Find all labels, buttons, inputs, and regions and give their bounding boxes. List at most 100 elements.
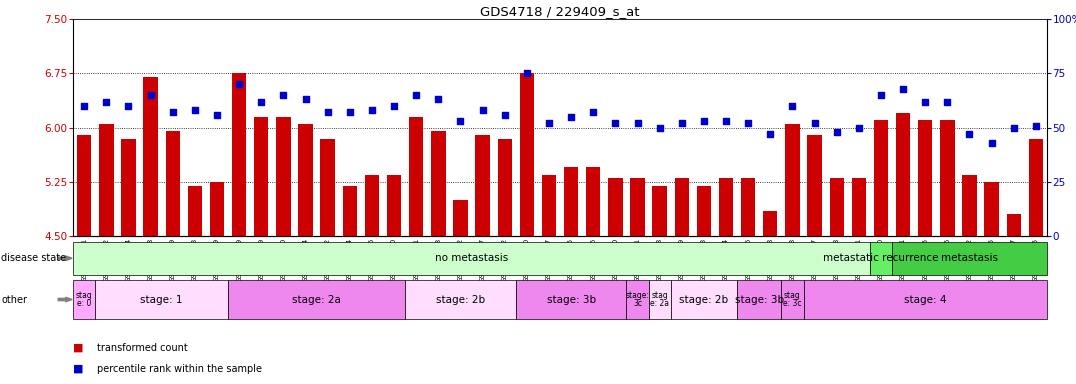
Text: transformed count: transformed count [97,343,187,353]
Text: stag
e: 2a: stag e: 2a [650,291,669,308]
Point [253,99,270,105]
Bar [476,135,490,236]
Bar [737,280,781,319]
Bar [626,280,649,319]
Point [718,118,735,124]
Bar [1006,215,1021,236]
Point [938,99,955,105]
Bar [277,117,291,236]
Bar [631,178,645,236]
Bar [781,280,804,319]
Point [806,120,823,126]
Bar [697,185,711,236]
Bar [96,280,228,319]
Bar [785,124,799,236]
Bar [675,178,689,236]
Point [341,109,358,116]
Point [983,140,1001,146]
Text: stage: 3b: stage: 3b [735,295,783,305]
Point [695,118,712,124]
Bar [143,77,158,236]
Point [651,124,668,131]
Bar [497,139,512,236]
Text: metastatic recurrence: metastatic recurrence [823,253,938,263]
Bar [807,135,822,236]
Point [75,103,93,109]
Text: stage: 2b: stage: 2b [436,295,485,305]
Bar [804,280,1047,319]
Point [850,124,867,131]
Bar [564,167,578,236]
Bar [122,139,136,236]
Point [186,107,203,113]
Text: stage: 2a: stage: 2a [293,295,341,305]
Bar [586,167,600,236]
Point [762,131,779,137]
Bar [741,178,755,236]
Point [385,103,402,109]
Bar [719,178,733,236]
Bar [228,280,406,319]
Point [297,96,314,103]
Bar [232,73,246,236]
Point [540,120,557,126]
Point [165,109,182,116]
Point [739,120,756,126]
Point [783,103,801,109]
Bar [77,135,91,236]
Bar [187,185,202,236]
Bar [892,242,1047,275]
Point [607,120,624,126]
Bar [985,182,999,236]
Point [829,129,846,135]
Bar [73,242,869,275]
Bar [918,121,933,236]
Point [364,107,381,113]
Point [961,131,978,137]
Text: ■: ■ [73,343,84,353]
Bar [940,121,954,236]
Point [408,92,425,98]
Bar [99,124,114,236]
Point [1028,122,1045,129]
Bar [453,200,468,236]
Point [519,70,536,76]
Bar [431,131,445,236]
Bar [409,117,423,236]
Point [429,96,447,103]
Bar [365,175,379,236]
Bar [763,211,778,236]
Text: stag
e: 0: stag e: 0 [76,291,93,308]
Bar [73,280,96,319]
Bar [896,113,910,236]
Bar [652,185,667,236]
Text: stage: 2b: stage: 2b [679,295,728,305]
Bar [254,117,269,236]
Bar [298,124,313,236]
Point [628,120,646,126]
Point [475,107,492,113]
Point [119,103,137,109]
Point [496,112,513,118]
Bar [608,178,623,236]
Bar [166,131,180,236]
Point [917,99,934,105]
Text: stage:
3c: stage: 3c [625,291,650,308]
Bar [962,175,977,236]
Point [320,109,337,116]
Bar [1029,139,1043,236]
Point [873,92,890,98]
Point [563,114,580,120]
Text: stage: 4: stage: 4 [904,295,947,305]
Bar [387,175,401,236]
Point [142,92,159,98]
Point [452,118,469,124]
Bar [542,175,556,236]
Text: stage: 3b: stage: 3b [547,295,596,305]
Point [1005,124,1022,131]
Bar [670,280,737,319]
Point [894,86,911,92]
Text: metastasis: metastasis [942,253,997,263]
Bar [869,242,892,275]
Point [584,109,601,116]
